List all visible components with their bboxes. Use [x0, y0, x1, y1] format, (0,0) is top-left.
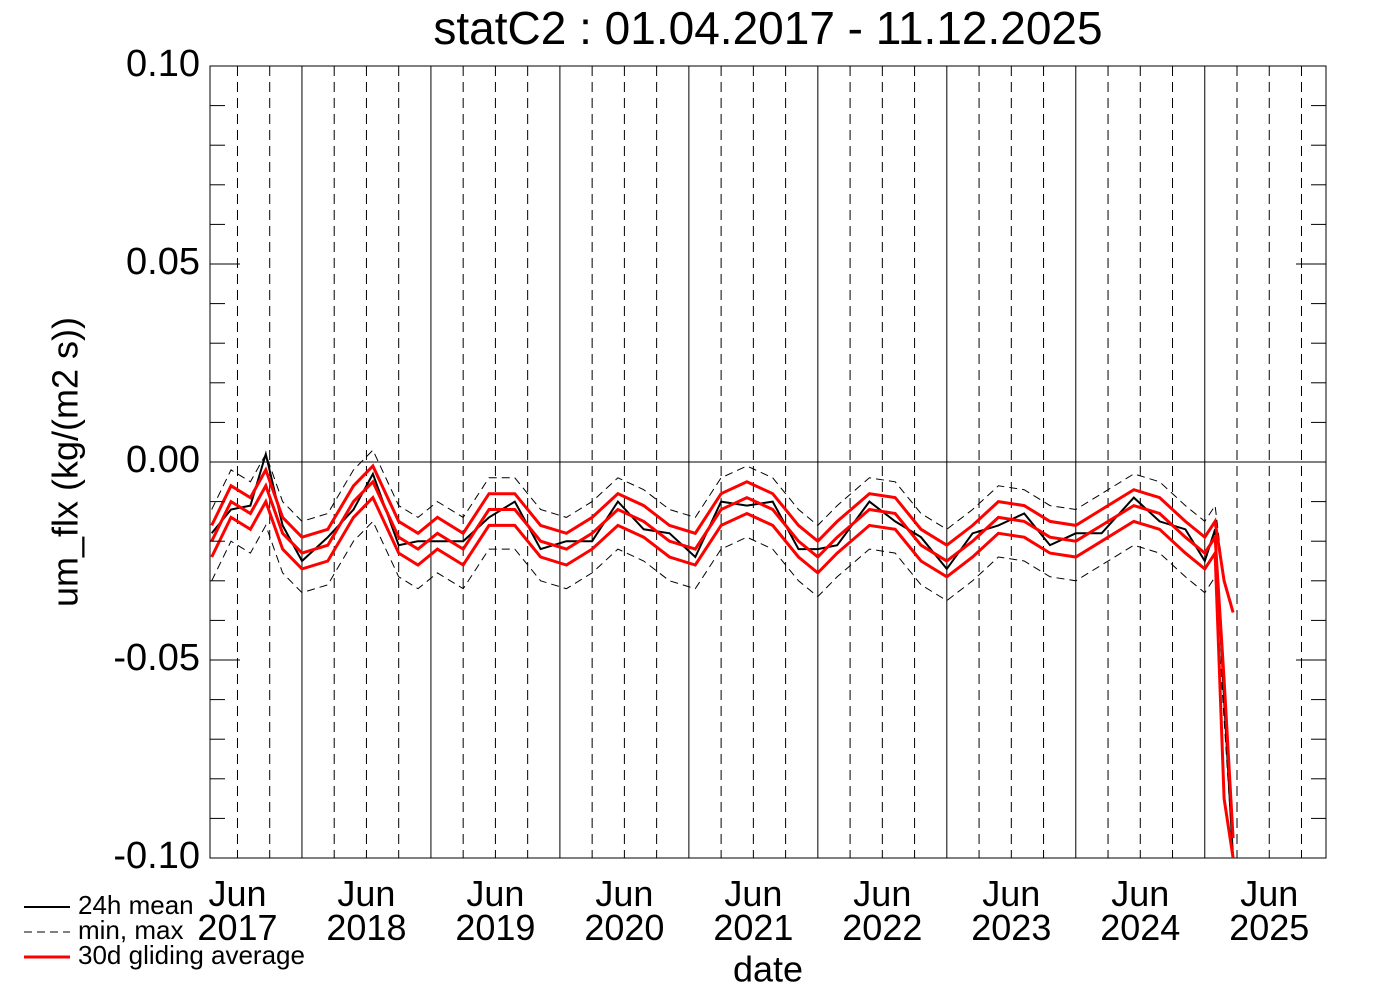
series-line	[211, 449, 1234, 609]
x-tick-label: Jun 2021	[713, 873, 793, 948]
plot-area	[210, 66, 1326, 858]
x-tick-label: Jun 2017	[197, 873, 277, 948]
y-tick-label: 0.05	[126, 241, 200, 283]
y-tick-label: 0.10	[126, 43, 200, 85]
y-tick-label: -0.10	[113, 835, 200, 877]
series-line	[211, 520, 1234, 858]
chart-title: statC2 : 01.04.2017 - 11.12.2025	[433, 2, 1102, 54]
x-tick-label: Jun 2024	[1100, 873, 1180, 948]
x-tick-label: Jun 2018	[326, 873, 406, 948]
x-tick-label: Jun 2023	[971, 873, 1051, 948]
series-line	[210, 463, 1235, 613]
y-tick-label: -0.05	[113, 637, 200, 679]
y-axis-label: um_flx (kg/(m2 s))	[45, 317, 86, 607]
x-tick-label: Jun 2020	[584, 873, 664, 948]
x-axis-label: date	[733, 949, 803, 990]
series-line	[210, 479, 1235, 839]
legend-label: min, max	[78, 915, 183, 945]
x-tick-label: Jun 2019	[455, 873, 535, 948]
x-tick-label: Jun 2025	[1229, 873, 1309, 948]
x-tick-label: Jun 2022	[842, 873, 922, 948]
legend-label: 30d gliding average	[78, 940, 305, 970]
series-line	[210, 495, 1235, 858]
series-line	[210, 450, 1235, 858]
y-tick-label: 0.00	[126, 439, 200, 481]
legend-label: 24h mean	[78, 890, 194, 920]
